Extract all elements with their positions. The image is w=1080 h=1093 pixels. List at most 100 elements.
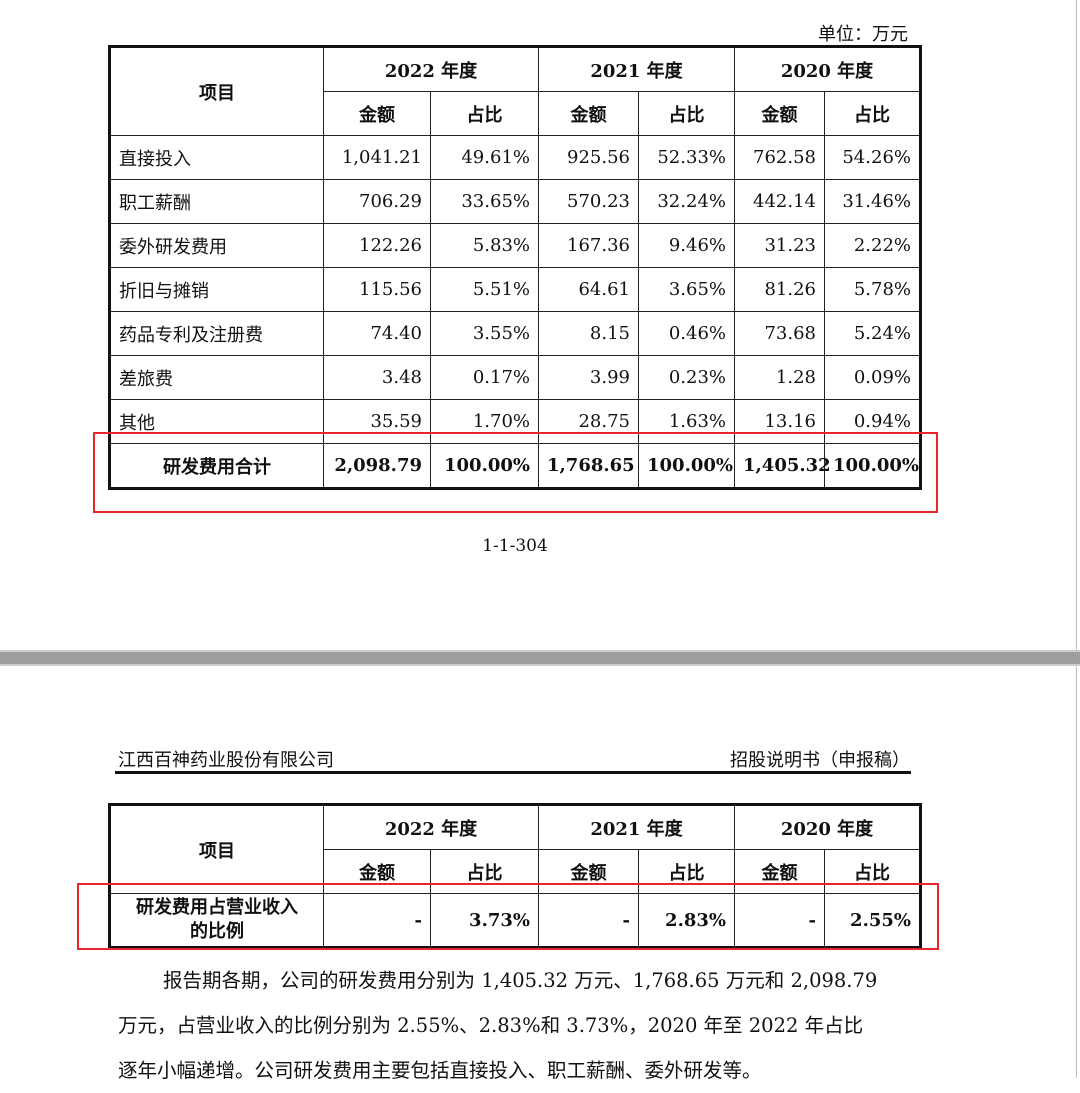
header-ratio: 占比 <box>638 91 735 136</box>
cell: 3.73% <box>430 893 539 948</box>
cell: 3.65% <box>638 267 735 312</box>
cell: 442.14 <box>734 179 825 224</box>
header-year: 2020 年度 <box>734 804 921 850</box>
header-year: 2022 年度 <box>323 804 539 850</box>
cell: 74.40 <box>323 311 431 356</box>
header-item: 项目 <box>109 46 324 136</box>
ratio-label-line: 的比例 <box>190 921 244 942</box>
header-item: 项目 <box>109 804 324 894</box>
header-amount: 金额 <box>323 849 431 894</box>
cell: 122.26 <box>323 223 431 268</box>
header-ratio: 占比 <box>638 849 735 894</box>
total-row: 研发费用合计 2,098.79 100.00% 1,768.65 100.00% 1… <box>109 443 921 489</box>
table-row: 差旅费 3.48 0.17% 3.99 0.23% 1.28 0.09% <box>109 355 921 400</box>
paragraph-line: 万元，占营业收入的比例分别为 2.55%、2.83%和 3.73%，2020 年… <box>118 1014 864 1037</box>
cell: - <box>323 893 431 948</box>
highlight-box <box>93 432 938 513</box>
page-number: 1-1-304 <box>482 536 548 556</box>
cell: 31.46% <box>824 179 921 224</box>
cell: 35.59 <box>323 399 431 444</box>
cell: 1.28 <box>734 355 825 400</box>
page-edge <box>1076 0 1077 650</box>
table-row: 其他 35.59 1.70% 28.75 1.63% 13.16 0.94% <box>109 399 921 444</box>
header-ratio: 占比 <box>430 91 539 136</box>
row-label: 委外研发费用 <box>109 223 324 268</box>
cell: 52.33% <box>638 135 735 180</box>
paragraph-line: 逐年小幅递增。公司研发费用主要包括直接投入、职工薪酬、委外研发等。 <box>118 1059 762 1082</box>
cell: 8.15 <box>538 311 639 356</box>
cell: 28.75 <box>538 399 639 444</box>
table-row: 直接投入 1,041.21 49.61% 925.56 52.33% 762.58 54.2… <box>109 135 921 180</box>
cell: 5.51% <box>430 267 539 312</box>
body-paragraph: 报告期各期，公司的研发费用分别为 1,405.32 万元、1,768.65 万元… <box>118 958 918 1093</box>
ratio-label: 研发费用占营业收入 的比例 <box>109 893 324 948</box>
header-rule <box>115 771 911 774</box>
ratio-label-line: 研发费用占营业收入 <box>136 897 298 918</box>
cell: 100.00% <box>824 443 921 489</box>
total-label: 研发费用合计 <box>109 443 324 489</box>
doc-title: 招股说明书（申报稿） <box>730 750 910 771</box>
cell: 706.29 <box>323 179 431 224</box>
row-label: 其他 <box>109 399 324 444</box>
ratio-row: 研发费用占营业收入 的比例 -3.73% -2.83% -2.55% <box>109 893 921 948</box>
cell: 31.23 <box>734 223 825 268</box>
header-amount: 金额 <box>538 91 639 136</box>
cell: 0.46% <box>638 311 735 356</box>
cell: 0.17% <box>430 355 539 400</box>
cell: 1,041.21 <box>323 135 431 180</box>
rd-expense-table: 项目 2022 年度 2021 年度 2020 年度 金额 占比 金额 占比 金额占… <box>108 45 922 490</box>
cell: 762.58 <box>734 135 825 180</box>
table-row: 职工薪酬 706.29 33.65% 570.23 32.24% 442.14 31.46% <box>109 179 921 224</box>
header-ratio: 占比 <box>430 849 539 894</box>
header-ratio: 占比 <box>824 91 921 136</box>
paragraph-line: 报告期各期，公司的研发费用分别为 1,405.32 万元、1,768.65 万元… <box>163 969 878 992</box>
cell: 81.26 <box>734 267 825 312</box>
row-label: 直接投入 <box>109 135 324 180</box>
cell: 1,405.32 <box>734 443 831 489</box>
page-separator <box>0 650 1080 666</box>
cell: 5.24% <box>824 311 921 356</box>
cell: 2.55% <box>824 893 921 948</box>
table-row: 药品专利及注册费 74.40 3.55% 8.15 0.46% 73.68 5.24% <box>109 311 921 356</box>
header-amount: 金额 <box>323 91 431 136</box>
cell: 73.68 <box>734 311 825 356</box>
cell: 5.78% <box>824 267 921 312</box>
row-label: 折旧与摊销 <box>109 267 324 312</box>
cell: - <box>734 893 825 948</box>
cell: 167.36 <box>538 223 639 268</box>
row-label: 职工薪酬 <box>109 179 324 224</box>
cell: 115.56 <box>323 267 431 312</box>
cell: 49.61% <box>430 135 539 180</box>
rd-ratio-table: 项目 2022 年度 2021 年度 2020 年度 金额 占比 金额 占比 金额占… <box>108 803 922 949</box>
row-label: 药品专利及注册费 <box>109 311 324 356</box>
cell: 9.46% <box>638 223 735 268</box>
header-amount: 金额 <box>734 91 825 136</box>
cell: - <box>538 893 639 948</box>
cell: 2.83% <box>638 893 735 948</box>
header-year: 2021 年度 <box>538 46 735 92</box>
cell: 2,098.79 <box>323 443 431 489</box>
cell: 3.55% <box>430 311 539 356</box>
cell: 925.56 <box>538 135 639 180</box>
unit-label: 单位：万元 <box>818 24 908 45</box>
cell: 0.23% <box>638 355 735 400</box>
cell: 100.00% <box>430 443 539 489</box>
header-year: 2021 年度 <box>538 804 735 850</box>
header-year: 2022 年度 <box>323 46 539 92</box>
header-year: 2020 年度 <box>734 46 921 92</box>
cell: 33.65% <box>430 179 539 224</box>
cell: 570.23 <box>538 179 639 224</box>
cell: 3.99 <box>538 355 639 400</box>
cell: 32.24% <box>638 179 735 224</box>
page-edge <box>1076 664 1077 1078</box>
cell: 0.94% <box>824 399 921 444</box>
row-label: 差旅费 <box>109 355 324 400</box>
header-ratio: 占比 <box>824 849 921 894</box>
highlight-box <box>77 883 939 950</box>
company-name: 江西百神药业股份有限公司 <box>118 750 334 771</box>
cell: 54.26% <box>824 135 921 180</box>
cell: 2.22% <box>824 223 921 268</box>
cell: 3.48 <box>323 355 431 400</box>
cell: 64.61 <box>538 267 639 312</box>
cell: 1,768.65 <box>538 443 639 489</box>
